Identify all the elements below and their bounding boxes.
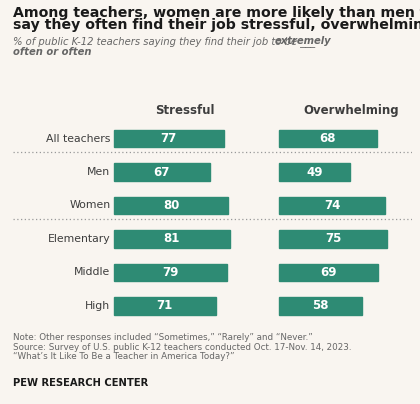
Text: extremely: extremely bbox=[275, 36, 332, 46]
Text: High: High bbox=[85, 301, 110, 311]
Bar bbox=[113, 264, 227, 281]
Text: 58: 58 bbox=[312, 299, 329, 312]
Text: 81: 81 bbox=[163, 232, 180, 245]
Bar bbox=[279, 197, 386, 214]
Text: 69: 69 bbox=[320, 266, 337, 279]
Bar bbox=[279, 264, 378, 281]
Text: 67: 67 bbox=[153, 166, 170, 179]
Text: say they often find their job stressful, overwhelming: say they often find their job stressful,… bbox=[13, 18, 420, 32]
Text: Middle: Middle bbox=[74, 267, 110, 278]
Text: Among teachers, women are more likely than men to: Among teachers, women are more likely th… bbox=[13, 6, 420, 20]
Bar bbox=[279, 130, 377, 147]
Bar bbox=[113, 197, 228, 214]
Text: Overwhelming: Overwhelming bbox=[303, 104, 399, 117]
Text: Stressful: Stressful bbox=[156, 104, 215, 117]
Text: % of public K-12 teachers saying they find their job to be ___: % of public K-12 teachers saying they fi… bbox=[13, 36, 318, 47]
Text: “What’s It Like To Be a Teacher in America Today?”: “What’s It Like To Be a Teacher in Ameri… bbox=[13, 352, 234, 361]
Text: 80: 80 bbox=[163, 199, 179, 212]
Text: 71: 71 bbox=[156, 299, 173, 312]
Bar bbox=[113, 130, 224, 147]
Text: often or often: often or often bbox=[13, 47, 91, 57]
Text: PEW RESEARCH CENTER: PEW RESEARCH CENTER bbox=[13, 378, 148, 388]
Bar bbox=[113, 230, 230, 248]
Bar bbox=[279, 230, 387, 248]
Bar bbox=[279, 163, 349, 181]
Text: Source: Survey of U.S. public K-12 teachers conducted Oct. 17-Nov. 14, 2023.: Source: Survey of U.S. public K-12 teach… bbox=[13, 343, 351, 351]
Text: 75: 75 bbox=[325, 232, 341, 245]
Bar bbox=[113, 163, 210, 181]
Text: Men: Men bbox=[87, 167, 110, 177]
Bar bbox=[113, 297, 215, 315]
Text: All teachers: All teachers bbox=[46, 134, 110, 143]
Text: 68: 68 bbox=[320, 132, 336, 145]
Text: Elementary: Elementary bbox=[48, 234, 110, 244]
Text: Women: Women bbox=[69, 200, 110, 210]
Bar bbox=[279, 297, 362, 315]
Text: 77: 77 bbox=[161, 132, 177, 145]
Text: Note: Other responses included “Sometimes,” “Rarely” and “Never.”: Note: Other responses included “Sometime… bbox=[13, 333, 312, 342]
Text: 49: 49 bbox=[306, 166, 323, 179]
Text: 79: 79 bbox=[162, 266, 178, 279]
Text: 74: 74 bbox=[324, 199, 341, 212]
